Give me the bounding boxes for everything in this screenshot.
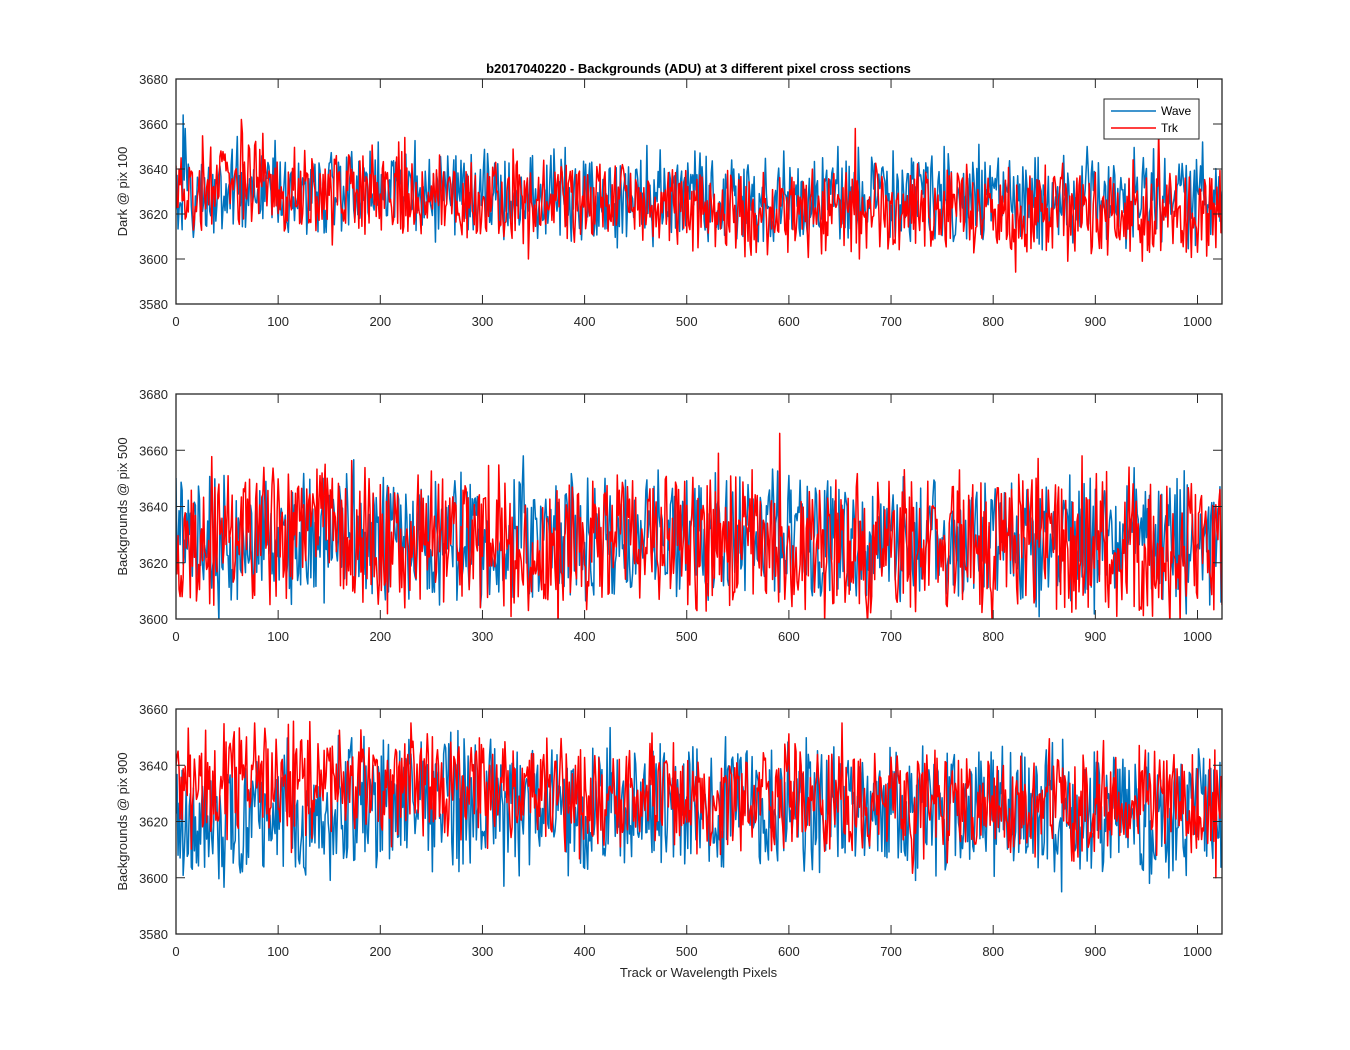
series-group bbox=[176, 720, 1222, 893]
x-tick-label: 200 bbox=[369, 629, 391, 644]
x-tick-label: 1000 bbox=[1183, 629, 1212, 644]
y-tick-label: 3640 bbox=[139, 500, 168, 515]
y-tick-label: 3680 bbox=[139, 72, 168, 87]
x-tick-label: 200 bbox=[369, 944, 391, 959]
legend-label-trk: Trk bbox=[1161, 121, 1179, 135]
x-tick-label: 800 bbox=[982, 314, 1004, 329]
x-tick-label: 900 bbox=[1084, 629, 1106, 644]
x-tick-label: 900 bbox=[1084, 314, 1106, 329]
x-tick-label: 100 bbox=[267, 314, 289, 329]
x-tick-label: 400 bbox=[574, 944, 596, 959]
y-tick-label: 3600 bbox=[139, 871, 168, 886]
series-group bbox=[176, 432, 1222, 619]
x-tick-label: 300 bbox=[472, 314, 494, 329]
x-tick-label: 500 bbox=[676, 629, 698, 644]
x-tick-label: 0 bbox=[172, 314, 179, 329]
y-tick-label: 3620 bbox=[139, 556, 168, 571]
x-tick-label: 800 bbox=[982, 944, 1004, 959]
x-tick-label: 500 bbox=[676, 314, 698, 329]
y-tick-label: 3600 bbox=[139, 612, 168, 627]
y-tick-label: 3580 bbox=[139, 927, 168, 942]
series-line-trk bbox=[176, 720, 1222, 879]
series-line-trk bbox=[176, 432, 1222, 619]
x-tick-label: 0 bbox=[172, 944, 179, 959]
subplot-1: 0 100 200 300 400 500 600 700 800 900 1000 3580 3600… bbox=[115, 72, 1223, 329]
y-tick-label: 3660 bbox=[139, 702, 168, 717]
subplots: 0 100 200 300 400 500 600 700 800 900 100035803600… bbox=[115, 72, 1223, 959]
x-tick-label: 400 bbox=[574, 314, 596, 329]
x-tick-label: 1000 bbox=[1183, 944, 1212, 959]
legend: Wave Trk bbox=[1103, 98, 1200, 140]
x-tick-label: 200 bbox=[369, 314, 391, 329]
x-tick-label: 700 bbox=[880, 944, 902, 959]
y-tick-label: 3640 bbox=[139, 162, 168, 177]
y-axis-label: Dark @ pix 100 bbox=[115, 147, 130, 237]
x-tick-label: 300 bbox=[472, 944, 494, 959]
subplot-3: 0 100 200 300 400 500 600 700 800 900 1000 3580 3600… bbox=[115, 702, 1223, 959]
x-tick-label: 0 bbox=[172, 629, 179, 644]
x-tick-label: 900 bbox=[1084, 944, 1106, 959]
figure-title: b2017040220 - Backgrounds (ADU) at 3 dif… bbox=[486, 61, 911, 76]
axes-box bbox=[175, 78, 1223, 305]
x-tick-label: 700 bbox=[880, 629, 902, 644]
y-tick-label: 3580 bbox=[139, 297, 168, 312]
y-tick-label: 3680 bbox=[139, 387, 168, 402]
subplot-2: 0 100 200 300 400 500 600 700 800 900 1000 3600 3620… bbox=[115, 387, 1223, 644]
x-tick-label: 800 bbox=[982, 629, 1004, 644]
x-axis-label: Track or Wavelength Pixels bbox=[620, 965, 778, 980]
series-line-trk bbox=[176, 118, 1222, 273]
y-tick-label: 3600 bbox=[139, 252, 168, 267]
x-tick-label: 100 bbox=[267, 629, 289, 644]
series-group bbox=[176, 114, 1222, 273]
x-tick-label: 100 bbox=[267, 944, 289, 959]
legend-box bbox=[1103, 98, 1200, 140]
legend-label-wave: Wave bbox=[1161, 104, 1192, 118]
x-tick-label: 300 bbox=[472, 629, 494, 644]
y-tick-label: 3640 bbox=[139, 758, 168, 773]
y-tick-label: 3620 bbox=[139, 207, 168, 222]
x-tick-label: 600 bbox=[778, 944, 800, 959]
y-axis-label: Backgrounds @ pix 500 bbox=[115, 437, 130, 575]
y-axis-label: Backgrounds @ pix 900 bbox=[115, 752, 130, 890]
x-tick-label: 600 bbox=[778, 314, 800, 329]
x-tick-label: 600 bbox=[778, 629, 800, 644]
x-tick-label: 500 bbox=[676, 944, 698, 959]
x-tick-label: 400 bbox=[574, 629, 596, 644]
y-tick-label: 3620 bbox=[139, 815, 168, 830]
y-tick-label: 3660 bbox=[139, 117, 168, 132]
y-tick-label: 3660 bbox=[139, 443, 168, 458]
series-line-wave bbox=[176, 726, 1222, 893]
x-tick-label: 700 bbox=[880, 314, 902, 329]
x-tick-label: 1000 bbox=[1183, 314, 1212, 329]
